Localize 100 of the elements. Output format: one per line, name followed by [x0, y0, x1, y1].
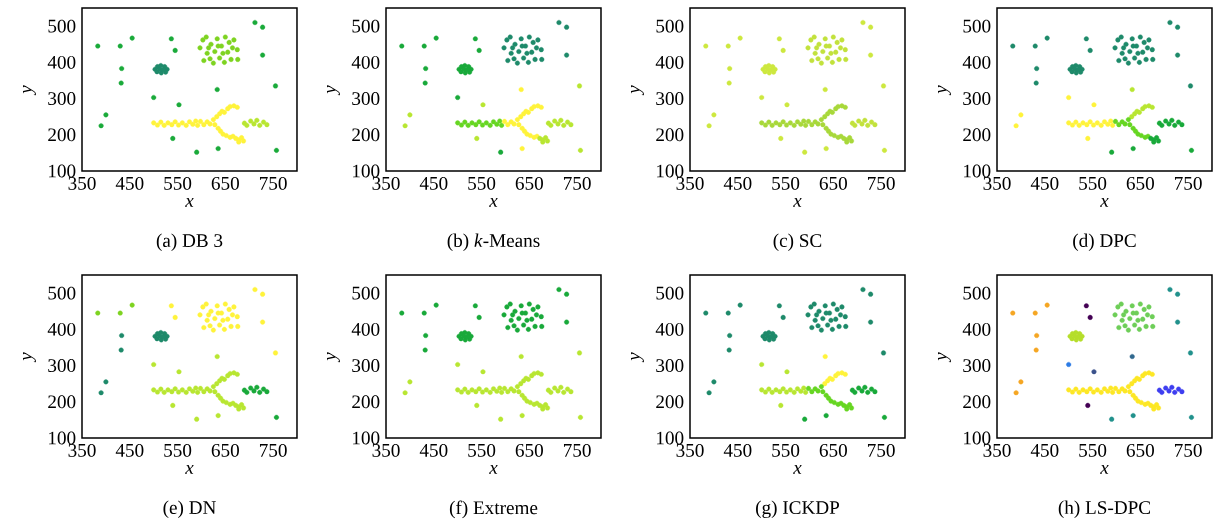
y-tick-label: 400 — [962, 322, 991, 336]
x-axis-title: x — [793, 197, 802, 207]
x-tick-label: 450 — [115, 443, 144, 457]
y-axis-title: y — [327, 352, 340, 363]
x-tick-label: 550 — [164, 443, 192, 457]
y-tick-label: 100 — [49, 164, 76, 178]
y-tick-label: 500 — [48, 286, 76, 300]
y-tick-label: 100 — [657, 164, 684, 178]
y-tick-label: 500 — [656, 286, 684, 300]
y-tick-label: 300 — [656, 92, 684, 106]
x-tick-label: 350 — [68, 443, 96, 457]
y-tick-label: 500 — [963, 19, 991, 33]
x-tick-label: 550 — [468, 176, 496, 190]
x-tick-label: 550 — [772, 443, 800, 457]
y-tick-label: 300 — [656, 359, 684, 373]
text: (h) LS-DPC — [1058, 500, 1151, 518]
text: (d) DPC — [1073, 233, 1136, 251]
x-tick-label: 750 — [563, 176, 591, 190]
y-axis-title: y — [327, 85, 340, 96]
x-tick-label: 550 — [1079, 176, 1107, 190]
y-axis-title: y — [938, 85, 951, 96]
y-tick-label: 200 — [352, 395, 380, 409]
x-tick-label: 650 — [211, 443, 239, 457]
x-tick-label: 650 — [1126, 443, 1154, 457]
x-tick-label: 550 — [164, 176, 192, 190]
y-tick-label: 200 — [352, 128, 380, 142]
y-tick-label: 200 — [963, 395, 991, 409]
y-tick-label: 500 — [963, 286, 991, 300]
x-tick-label: 650 — [211, 176, 239, 190]
x-tick-label: 450 — [1030, 443, 1059, 457]
x-tick-label: 450 — [723, 176, 752, 190]
x-tick-label: 450 — [419, 443, 448, 457]
x-tick-label: 550 — [1079, 443, 1107, 457]
y-tick-label: 100 — [657, 431, 684, 445]
x-tick-label: 450 — [723, 443, 752, 457]
x-tick-label: 750 — [563, 443, 591, 457]
y-tick-label: 100 — [353, 431, 380, 445]
y-tick-label: 200 — [48, 395, 76, 409]
text: (f) Extreme — [449, 500, 538, 519]
y-tick-label: 500 — [352, 19, 380, 33]
y-tick-label: 300 — [48, 92, 76, 106]
x-tick-label: 350 — [983, 443, 1011, 457]
x-tick-label: 350 — [676, 443, 704, 457]
y-tick-label: 400 — [351, 55, 380, 69]
y-tick-label: 400 — [47, 322, 76, 336]
x-tick-label: 750 — [867, 443, 895, 457]
x-axis-title: x — [1100, 197, 1109, 207]
x-tick-label: 550 — [468, 443, 496, 457]
x-tick-label: 450 — [419, 176, 448, 190]
y-tick-label: 100 — [964, 164, 991, 178]
x-tick-label: 350 — [372, 443, 400, 457]
y-tick-label: 100 — [964, 431, 991, 445]
x-tick-label: 750 — [867, 176, 895, 190]
x-tick-label: 750 — [259, 443, 287, 457]
x-tick-label: 750 — [259, 176, 287, 190]
y-tick-label: 200 — [656, 128, 684, 142]
y-tick-label: 300 — [352, 359, 380, 373]
y-tick-label: 300 — [48, 359, 76, 373]
x-tick-label: 750 — [1174, 443, 1202, 457]
y-tick-label: 500 — [48, 19, 76, 33]
y-tick-label: 200 — [48, 128, 76, 142]
x-tick-label: 350 — [372, 176, 400, 190]
x-tick-label: 650 — [515, 443, 543, 457]
x-tick-label: 650 — [819, 176, 847, 190]
y-axis-title: y — [631, 85, 644, 96]
x-tick-label: 550 — [772, 176, 800, 190]
x-tick-label: 650 — [1126, 176, 1154, 190]
text: (e) DN — [163, 500, 216, 518]
text: (g) ICKDP — [756, 500, 840, 518]
y-tick-label: 400 — [655, 55, 684, 69]
y-tick-label: 100 — [353, 164, 380, 178]
x-tick-label: 350 — [68, 176, 96, 190]
x-axis-title: x — [1100, 464, 1109, 474]
y-tick-label: 500 — [352, 286, 380, 300]
y-axis-title: y — [23, 352, 36, 363]
x-axis-title: x — [489, 464, 498, 474]
x-tick-label: 350 — [676, 176, 704, 190]
x-tick-label: 450 — [115, 176, 144, 190]
y-tick-label: 500 — [656, 19, 684, 33]
x-axis-title: x — [793, 464, 802, 474]
y-tick-label: 400 — [351, 322, 380, 336]
y-axis-title: y — [631, 352, 644, 363]
y-tick-label: 400 — [655, 322, 684, 336]
y-tick-label: 300 — [352, 92, 380, 106]
x-axis-title: x — [185, 197, 194, 207]
x-axis-title: x — [185, 464, 194, 474]
text: (b) k-Means — [447, 233, 540, 251]
y-tick-label: 200 — [963, 128, 991, 142]
y-tick-label: 300 — [963, 359, 991, 373]
y-tick-label: 400 — [962, 55, 991, 69]
x-tick-label: 650 — [819, 443, 847, 457]
y-tick-label: 100 — [49, 431, 76, 445]
x-tick-label: 650 — [515, 176, 543, 190]
y-axis-title: y — [23, 85, 36, 96]
y-axis-title: y — [938, 352, 951, 363]
x-axis-title: x — [489, 197, 498, 207]
x-tick-label: 750 — [1174, 176, 1202, 190]
y-tick-label: 200 — [656, 395, 684, 409]
x-tick-label: 350 — [983, 176, 1011, 190]
y-tick-label: 400 — [47, 55, 76, 69]
